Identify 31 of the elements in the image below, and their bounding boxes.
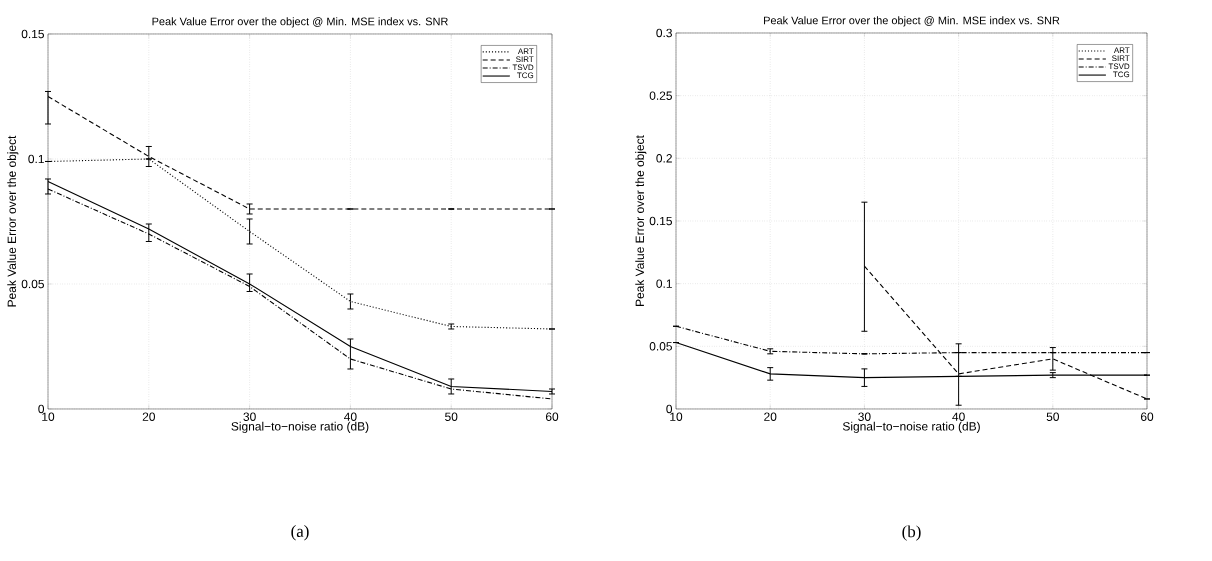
y-axis-title: Peak Value Error over the object — [635, 135, 647, 306]
y-tick-label: 0.05 — [649, 342, 672, 351]
y-tick-label: 0.1 — [28, 154, 44, 164]
y-tick-label: 0.3 — [656, 28, 672, 38]
text: (a) — [291, 525, 309, 541]
x-tick-label: 20 — [764, 412, 777, 421]
x-tick-label: 10 — [670, 412, 683, 421]
y-tick-label: 0.25 — [649, 91, 672, 100]
x-tick-label: 60 — [545, 412, 559, 421]
x-axis-title: Signal−to−noise ratio (dB) — [842, 421, 980, 433]
y-tick-label: 0 — [38, 404, 45, 414]
text: (b) — [902, 525, 921, 541]
y-axis-title: Peak Value Error over the object — [7, 135, 19, 307]
y-tick-label: 0 — [666, 404, 673, 414]
x-tick-label: 10 — [42, 412, 55, 421]
x-tick-label: 60 — [1140, 412, 1154, 421]
y-tick-label: 0.05 — [21, 279, 44, 289]
x-tick-label: 30 — [243, 412, 256, 421]
x-tick-label: 50 — [445, 412, 458, 421]
x-tick-label: 50 — [1046, 412, 1059, 421]
x-tick-label: 30 — [858, 412, 871, 421]
y-tick-label: 0.2 — [656, 154, 672, 163]
x-tick-label: 20 — [142, 412, 155, 421]
y-tick-label: 0.15 — [21, 29, 44, 39]
x-axis-title: Signal−to−noise ratio (dB) — [231, 421, 369, 433]
x-tick-label: 40 — [952, 412, 965, 421]
y-tick-label: 0.15 — [649, 216, 672, 226]
chart-title: Peak Value Error over the object @ Min. MSE index vs. SNR — [152, 17, 448, 28]
y-tick-label: 0.1 — [656, 279, 672, 288]
chart-title: Peak Value Error over the object @ Min. MSE index vs. SNR — [764, 16, 1060, 27]
x-tick-label: 40 — [344, 412, 357, 421]
